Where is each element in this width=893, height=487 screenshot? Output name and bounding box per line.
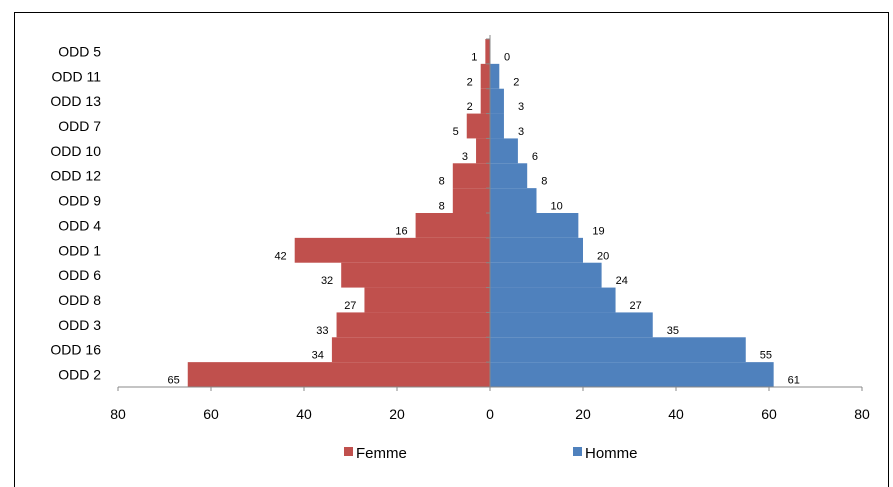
data-label-femme: 8 — [439, 201, 445, 213]
x-tick-label: 80 — [110, 406, 126, 422]
category-label: ODD 8 — [58, 292, 101, 308]
bar-femme — [480, 88, 490, 114]
bar-homme — [490, 237, 583, 263]
axes-layer — [117, 35, 863, 391]
data-label-femme: 8 — [439, 176, 445, 188]
data-label-femme: 27 — [344, 300, 356, 312]
category-label: ODD 16 — [50, 342, 101, 358]
data-label-femme: 65 — [168, 375, 180, 387]
bar-femme — [364, 287, 490, 313]
x-tick-label: 20 — [575, 406, 591, 422]
data-label-homme: 20 — [597, 250, 609, 262]
data-label-homme: 55 — [760, 350, 772, 362]
data-label-femme: 2 — [467, 101, 473, 113]
category-label: ODD 3 — [58, 317, 101, 333]
bar-femme — [452, 163, 490, 189]
data-label-homme: 0 — [504, 51, 510, 63]
data-label-femme: 3 — [462, 151, 468, 163]
bar-femme — [466, 113, 490, 139]
x-tick-label: 0 — [486, 406, 494, 422]
data-label-femme: 42 — [274, 250, 286, 262]
data-label-femme: 1 — [471, 51, 477, 63]
bar-homme — [490, 113, 504, 139]
legend-swatch-femme — [344, 447, 353, 456]
bar-homme — [490, 213, 579, 238]
bar-homme — [490, 362, 774, 387]
bar-femme — [331, 337, 490, 363]
bar-homme — [490, 188, 537, 213]
legend: Femme Homme — [344, 445, 638, 462]
data-label-homme: 8 — [541, 176, 547, 188]
data-label-femme: 33 — [316, 325, 328, 337]
category-label: ODD 9 — [58, 193, 101, 209]
data-label-femme: 16 — [395, 225, 407, 237]
data-label-homme: 3 — [518, 101, 524, 113]
category-label: ODD 5 — [58, 43, 101, 59]
bar-homme — [490, 138, 518, 164]
legend-label-femme: Femme — [356, 445, 407, 462]
bar-homme — [490, 262, 602, 288]
bar-femme — [341, 262, 490, 288]
data-label-homme: 6 — [532, 151, 538, 163]
bar-femme — [415, 213, 490, 238]
bar-femme — [336, 312, 490, 338]
bar-femme — [294, 237, 490, 263]
bar-homme — [490, 287, 616, 313]
bar-femme — [480, 63, 490, 89]
bar-femme — [187, 362, 490, 387]
data-label-homme: 2 — [513, 76, 519, 88]
data-label-femme: 32 — [321, 275, 333, 287]
bar-homme — [490, 337, 746, 363]
category-label: ODD 2 — [58, 367, 101, 383]
category-label: ODD 11 — [51, 68, 101, 84]
legend-label-homme: Homme — [585, 445, 638, 462]
x-tick-label: 40 — [668, 406, 684, 422]
category-label: ODD 7 — [58, 118, 101, 134]
x-tick-label: 60 — [761, 406, 777, 422]
data-label-homme: 35 — [667, 325, 679, 337]
x-tick-label: 20 — [389, 406, 405, 422]
category-label: ODD 4 — [58, 217, 101, 233]
bar-femme — [485, 39, 490, 64]
bar-homme — [490, 63, 500, 89]
x-tick-labels: 80 60 40 20 0 20 40 60 80 — [110, 406, 870, 422]
category-label: ODD 10 — [50, 143, 101, 159]
x-tick-label: 80 — [854, 406, 870, 422]
x-tick-label: 60 — [203, 406, 219, 422]
x-tick-label: 40 — [296, 406, 312, 422]
legend-swatch-homme — [573, 447, 582, 456]
data-label-homme: 3 — [518, 126, 524, 138]
bar-femme — [476, 138, 490, 164]
data-label-homme: 24 — [616, 275, 628, 287]
bar-homme — [490, 312, 653, 338]
category-label: ODD 1 — [58, 242, 101, 258]
category-labels: ODD 5 ODD 11 ODD 13 ODD 7 ODD 10 ODD 12 ODD 9 O… — [50, 43, 101, 382]
data-label-homme: 19 — [592, 225, 604, 237]
data-label-homme: 61 — [788, 375, 800, 387]
data-label-femme: 2 — [467, 76, 473, 88]
data-label-homme: 10 — [551, 201, 563, 213]
data-label-femme: 34 — [312, 350, 324, 362]
bar-homme — [490, 88, 504, 114]
category-label: ODD 6 — [58, 267, 101, 283]
category-label: ODD 12 — [50, 168, 101, 184]
bar-femme — [452, 188, 490, 213]
bar-homme — [490, 163, 528, 189]
data-label-homme: 27 — [630, 300, 642, 312]
data-label-femme: 5 — [453, 126, 459, 138]
category-label: ODD 13 — [50, 93, 101, 109]
bars-layer — [187, 39, 774, 387]
